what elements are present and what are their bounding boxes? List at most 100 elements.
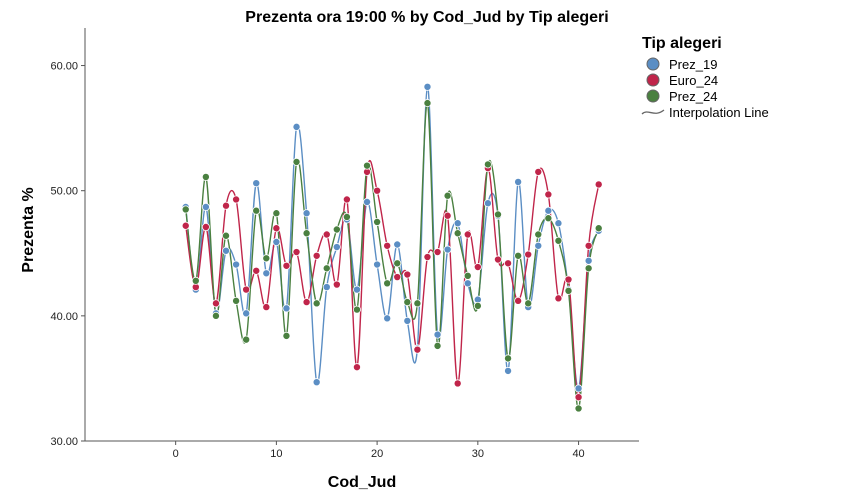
data-point-euro-24 — [342, 195, 351, 204]
legend-marker — [646, 73, 660, 87]
data-point-prez-24 — [181, 205, 190, 214]
data-point-euro-24 — [201, 222, 210, 231]
data-point-euro-24 — [232, 195, 241, 204]
data-point-prez-24 — [383, 279, 392, 288]
data-point-euro-24 — [463, 230, 472, 239]
data-point-prez-19 — [403, 316, 412, 325]
data-point-prez-19 — [292, 122, 301, 131]
data-point-prez-19 — [272, 238, 281, 247]
data-point-euro-24 — [403, 270, 412, 279]
data-point-euro-24 — [352, 363, 361, 372]
data-point-prez-24 — [433, 341, 442, 350]
data-point-euro-24 — [302, 298, 311, 307]
data-point-euro-24 — [262, 303, 271, 312]
data-point-prez-19 — [544, 206, 553, 215]
data-point-prez-24 — [564, 286, 573, 295]
data-point-prez-24 — [222, 231, 231, 240]
data-point-prez-24 — [363, 161, 372, 170]
data-point-euro-24 — [554, 294, 563, 303]
data-point-prez-19 — [534, 241, 543, 250]
data-point-prez-19 — [201, 202, 210, 211]
data-point-prez-24 — [473, 301, 482, 310]
data-point-prez-19 — [242, 309, 251, 318]
x-ticks: 0 10 20 30 40 — [173, 441, 585, 460]
data-point-euro-24 — [493, 255, 502, 264]
legend-title: Tip alegeri — [642, 35, 722, 52]
data-point-prez-24 — [352, 305, 361, 314]
data-point-prez-19 — [363, 197, 372, 206]
data-point-prez-19 — [282, 304, 291, 313]
legend: Tip alegeri Prez_19Euro_24Prez_24Interpo… — [641, 35, 769, 120]
data-point-prez-24 — [332, 225, 341, 234]
data-point-prez-19 — [332, 243, 341, 252]
data-point-prez-24 — [534, 230, 543, 239]
data-point-prez-24 — [242, 335, 251, 344]
legend-label: Prez_24 — [669, 89, 717, 104]
data-point-prez-24 — [342, 212, 351, 221]
data-point-euro-24 — [322, 230, 331, 239]
data-point-prez-24 — [554, 236, 563, 245]
data-point-prez-19 — [383, 314, 392, 323]
data-point-prez-24 — [514, 251, 523, 260]
data-point-prez-24 — [373, 217, 382, 226]
data-point-euro-24 — [211, 299, 220, 308]
data-point-prez-24 — [544, 214, 553, 223]
data-point-euro-24 — [564, 275, 573, 284]
x-tick-label: 40 — [572, 448, 584, 460]
data-point-prez-24 — [463, 271, 472, 280]
data-point-prez-24 — [393, 259, 402, 268]
data-point-prez-19 — [423, 82, 432, 91]
data-point-euro-24 — [383, 241, 392, 250]
data-point-euro-24 — [272, 224, 281, 233]
legend-label: Interpolation Line — [669, 105, 769, 120]
data-point-prez-19 — [322, 283, 331, 292]
data-point-prez-24 — [584, 264, 593, 273]
data-point-euro-24 — [473, 263, 482, 272]
y-tick-label: 30.00 — [50, 436, 78, 448]
data-point-prez-19 — [463, 279, 472, 288]
data-point-euro-24 — [453, 379, 462, 388]
chart-title: Prezenta ora 19:00 % by Cod_Jud by Tip a… — [245, 9, 608, 26]
legend-marker — [646, 57, 660, 71]
data-point-prez-19 — [232, 260, 241, 269]
data-point-prez-24 — [524, 299, 533, 308]
data-point-prez-24 — [282, 331, 291, 340]
data-point-prez-19 — [574, 384, 583, 393]
data-point-euro-24 — [282, 261, 291, 270]
data-point-prez-24 — [191, 276, 200, 285]
data-point-euro-24 — [332, 280, 341, 289]
y-tick-label: 40.00 — [50, 311, 78, 323]
data-point-prez-24 — [312, 299, 321, 308]
data-point-prez-24 — [262, 254, 271, 263]
y-ticks: 30.00 40.00 50.00 60.00 — [50, 61, 85, 448]
y-tick-label: 50.00 — [50, 186, 78, 198]
x-tick-label: 20 — [371, 448, 383, 460]
data-point-euro-24 — [312, 251, 321, 260]
data-point-prez-19 — [554, 219, 563, 228]
data-point-euro-24 — [514, 296, 523, 305]
legend-marker — [646, 89, 660, 103]
data-point-euro-24 — [584, 241, 593, 250]
data-point-euro-24 — [574, 393, 583, 402]
data-points — [181, 82, 603, 413]
data-point-euro-24 — [373, 186, 382, 195]
x-tick-label: 30 — [472, 448, 484, 460]
y-axis-title: Prezenta % — [20, 187, 37, 272]
data-point-prez-24 — [443, 191, 452, 200]
data-point-prez-24 — [302, 229, 311, 238]
data-point-prez-19 — [373, 260, 382, 269]
data-point-prez-24 — [413, 299, 422, 308]
data-point-prez-24 — [493, 210, 502, 219]
data-point-prez-19 — [483, 199, 492, 208]
data-point-prez-24 — [292, 157, 301, 166]
data-point-euro-24 — [443, 211, 452, 220]
data-point-euro-24 — [292, 248, 301, 257]
x-tick-label: 10 — [270, 448, 282, 460]
data-point-prez-19 — [352, 285, 361, 294]
data-point-prez-24 — [423, 99, 432, 108]
data-point-prez-24 — [232, 296, 241, 305]
x-axis-title: Cod_Jud — [328, 474, 396, 491]
data-point-prez-24 — [252, 206, 261, 215]
